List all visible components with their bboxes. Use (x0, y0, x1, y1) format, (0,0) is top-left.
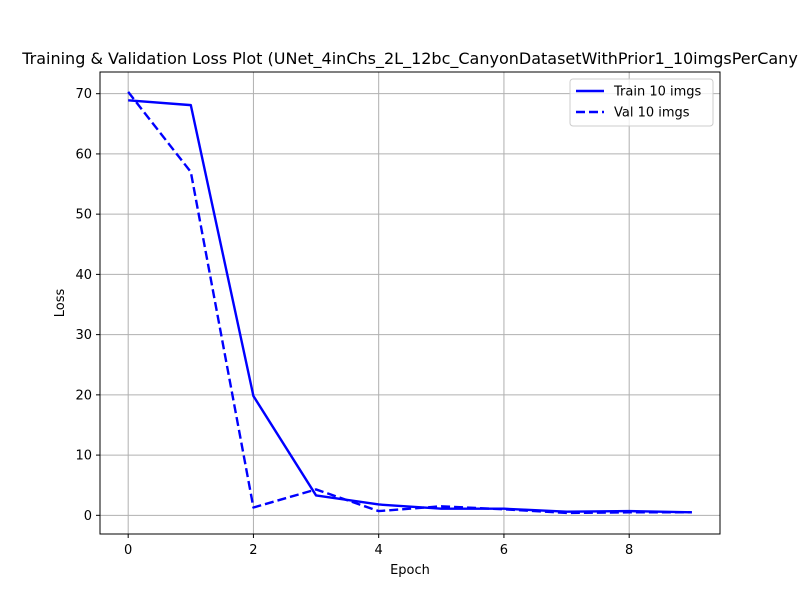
y-tick-label: 50 (75, 208, 92, 223)
y-axis-label: Loss (53, 289, 68, 318)
y-tick-label: 0 (84, 509, 92, 524)
x-tick-label: 8 (625, 543, 633, 558)
y-tick-label: 20 (75, 388, 92, 403)
legend-label-val: Val 10 imgs (614, 106, 690, 121)
train-loss-line (128, 99, 692, 514)
x-tick-label: 6 (500, 543, 508, 558)
plot-frame (99, 71, 721, 535)
legend-box (569, 78, 714, 127)
y-tick-label: 30 (75, 328, 92, 343)
chart-title: Training & Validation Loss Plot (UNet_4i… (21, 49, 798, 69)
val-loss-line (127, 91, 692, 515)
grid (100, 72, 720, 534)
x-tick-label: 4 (375, 543, 383, 558)
axis-ticks: 0 2 4 6 8 0 10 20 30 40 50 60 70 (75, 87, 633, 558)
y-tick-label: 10 (75, 449, 92, 464)
y-tick-label: 40 (75, 268, 92, 283)
y-tick-label: 70 (75, 87, 92, 102)
x-tick-label: 0 (124, 543, 132, 558)
y-tick-label: 60 (75, 147, 92, 162)
legend-label-train: Train 10 imgs (613, 85, 702, 100)
x-axis-label: Epoch (390, 563, 430, 578)
series-lines (127, 91, 692, 515)
legend: Train 10 imgs Val 10 imgs (569, 78, 714, 127)
x-tick-label: 2 (249, 543, 257, 558)
